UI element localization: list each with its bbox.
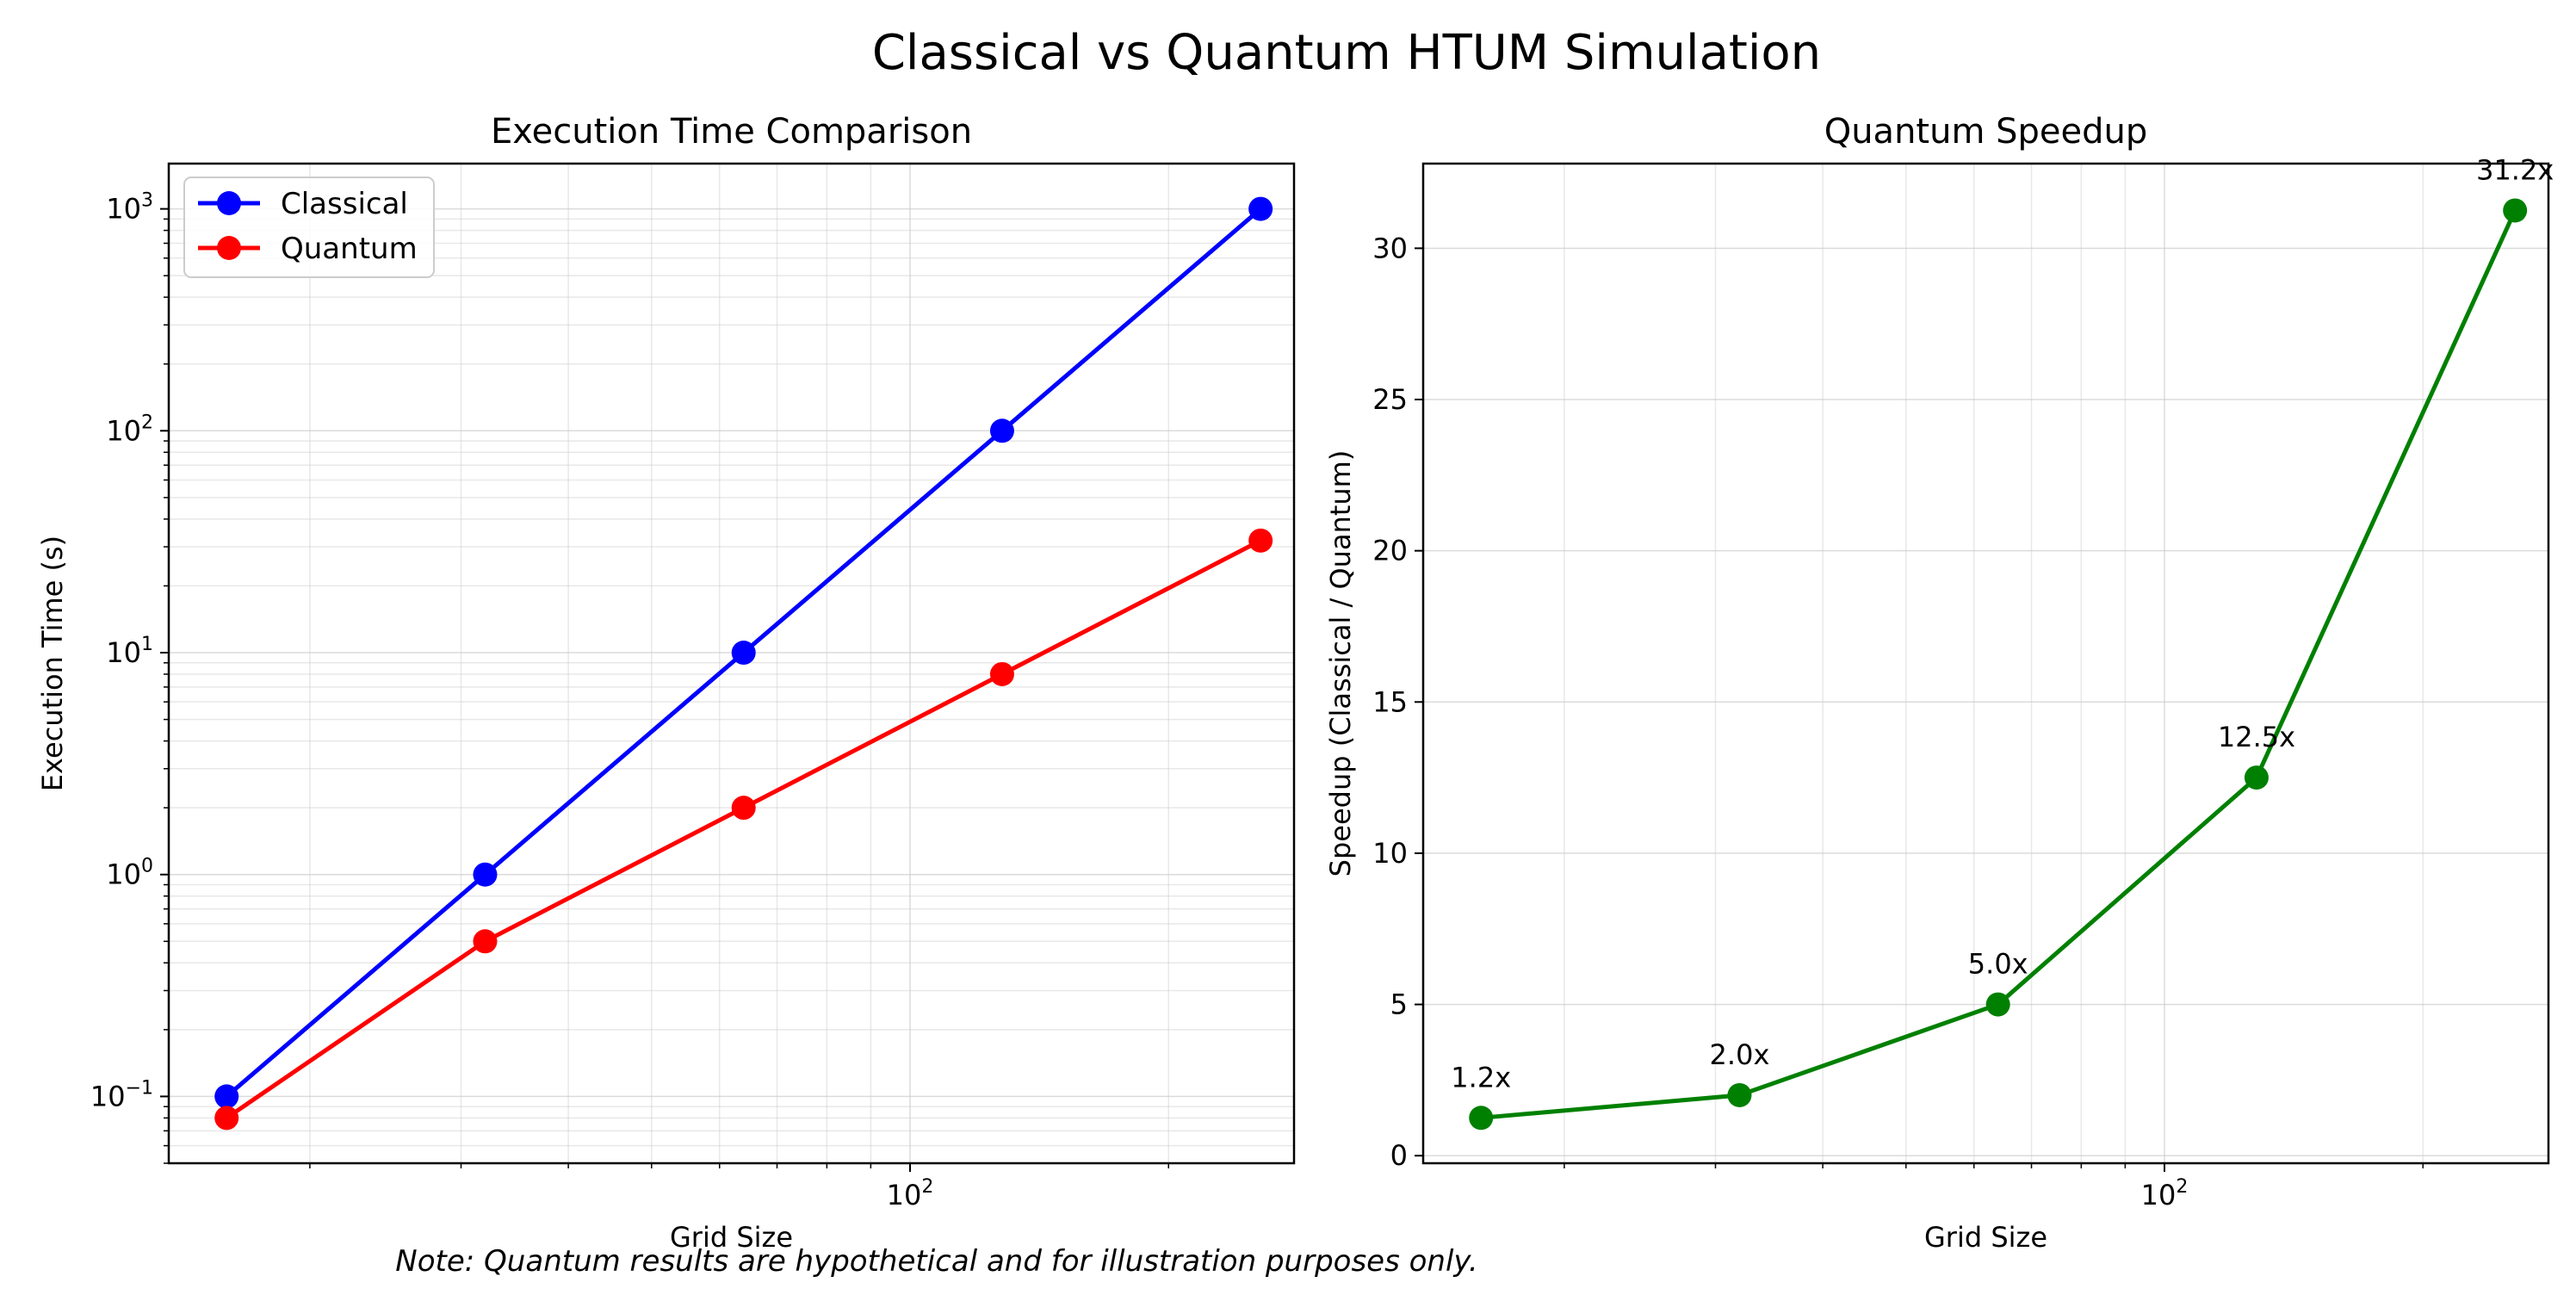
classical-data-point [473, 862, 498, 887]
legend-classical-label: Classical [281, 187, 408, 221]
speedup-data-point [1727, 1082, 1752, 1107]
y-tick-label: 103 [106, 190, 153, 226]
left-ticks: 102 10−1 100 101 102 103 [90, 190, 1170, 1211]
speedup-data-point [1985, 992, 2010, 1017]
x-tick-label: 102 [887, 1176, 934, 1211]
x-tick-label: 102 [2141, 1176, 2189, 1211]
legend-classical-marker [217, 191, 241, 215]
speedup-data-point [2244, 765, 2269, 790]
speedup-panel: 1.2x 2.0x 5.0x 12.5x 31.2x 102 0 5 10 15 20 25 30 Q… [1324, 112, 2554, 1254]
quantum-data-point [1248, 528, 1273, 553]
y-tick-label: 101 [106, 634, 153, 669]
left-chart-title: Execution Time Comparison [491, 112, 972, 152]
speedup-data-label: 12.5x [2218, 721, 2295, 753]
left-series [214, 196, 1273, 1131]
right-x-axis-label: Grid Size [1924, 1221, 2047, 1254]
classical-data-point [989, 418, 1014, 443]
footnote: Note: Quantum results are hypothetical a… [395, 1244, 1477, 1279]
y-tick-label: 15 [1372, 685, 1408, 718]
quantum-data-point [214, 1106, 239, 1131]
y-tick-label: 102 [106, 412, 153, 447]
left-legend: Classical Quantum [183, 177, 435, 278]
y-tick-label: 20 [1372, 535, 1408, 567]
speedup-data-label: 1.2x [1451, 1061, 1511, 1093]
y-tick-label: 0 [1390, 1139, 1408, 1172]
right-ticks: 102 0 5 10 15 20 25 30 [1372, 232, 2424, 1211]
y-tick-label: 100 [106, 856, 153, 891]
speedup-data-label: 5.0x [1968, 948, 2028, 981]
y-tick-label: 25 [1372, 383, 1408, 416]
classical-data-point [214, 1084, 239, 1109]
right-grid [1423, 164, 2548, 1163]
right-chart-title: Quantum Speedup [1824, 112, 2148, 152]
legend-quantum-label: Quantum [281, 232, 418, 266]
classical-data-point [1248, 196, 1273, 221]
classical-data-point [731, 641, 756, 666]
y-tick-label: 10 [1372, 837, 1408, 870]
speedup-data-label: 2.0x [1710, 1038, 1770, 1071]
quantum-data-point [731, 796, 756, 821]
left-y-axis-label: Execution Time (s) [36, 536, 69, 791]
speedup-data-point [2503, 198, 2528, 223]
figure-title: Classical vs Quantum HTUM Simulation [872, 25, 1821, 81]
quantum-data-point [473, 929, 498, 954]
right-plot-frame [1421, 162, 2550, 1165]
y-tick-label: 5 [1390, 988, 1408, 1021]
right-series: 1.2x 2.0x 5.0x 12.5x 31.2x [1451, 153, 2554, 1131]
left-x-axis-label: Grid Size [670, 1221, 793, 1254]
legend-quantum-marker [217, 236, 241, 260]
quantum-data-point [989, 661, 1014, 686]
speedup-data-label: 31.2x [2476, 153, 2554, 186]
y-tick-label: 30 [1372, 232, 1408, 264]
execution-time-panel: 102 10−1 100 101 102 103 Execution Time Compa… [36, 112, 1296, 1254]
right-y-axis-label: Speedup (Classical / Quantum) [1324, 450, 1357, 877]
y-tick-label: 10−1 [90, 1077, 153, 1112]
speedup-data-point [1469, 1106, 1494, 1131]
